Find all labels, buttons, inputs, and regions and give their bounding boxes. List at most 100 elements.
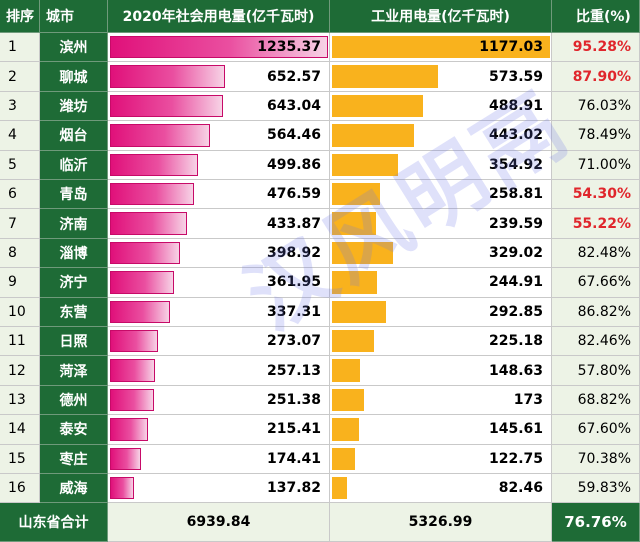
social-power-cell: 476.59 [108, 180, 330, 210]
industrial-power-cell: 354.92 [330, 150, 552, 180]
header-social-power: 2020年社会用电量(亿千瓦时) [108, 0, 330, 33]
industrial-power-bar [332, 153, 398, 176]
social-power-value: 215.41 [266, 421, 321, 438]
social-power-value: 337.31 [266, 303, 321, 320]
city-cell: 济宁 [40, 268, 108, 298]
industrial-power-value: 354.92 [488, 156, 543, 173]
ratio-cell: 71.00% [552, 150, 640, 180]
rank-cell: 13 [0, 385, 40, 416]
rank-cell: 16 [0, 474, 40, 504]
industrial-power-value: 573.59 [488, 68, 543, 85]
industrial-power-cell: 573.59 [330, 62, 552, 92]
city-cell: 烟台 [40, 121, 108, 151]
social-power-cell: 251.38 [108, 385, 330, 416]
industrial-power-bar [332, 388, 365, 412]
ratio-cell: 95.28% [552, 33, 640, 63]
rank-cell: 7 [0, 209, 40, 239]
ratio-cell: 86.82% [552, 297, 640, 327]
social-power-cell: 643.04 [108, 91, 330, 122]
rank-cell: 9 [0, 268, 40, 298]
rank-cell: 14 [0, 415, 40, 445]
industrial-power-value: 145.61 [488, 421, 543, 438]
ratio-cell: 70.38% [552, 444, 640, 474]
social-power-value: 499.86 [266, 156, 321, 173]
social-power-cell: 257.13 [108, 356, 330, 386]
industrial-power-value: 258.81 [488, 186, 543, 203]
header-rank: 排序 [0, 0, 40, 33]
social-power-value: 174.41 [266, 450, 321, 467]
rank-cell: 4 [0, 121, 40, 151]
social-power-cell: 273.07 [108, 327, 330, 357]
industrial-power-bar [332, 418, 359, 441]
social-power-bar [110, 183, 195, 206]
rank-cell: 6 [0, 180, 40, 210]
ratio-cell: 54.30% [552, 180, 640, 210]
social-power-cell: 1235.37 [108, 33, 330, 63]
industrial-power-bar [332, 330, 374, 353]
social-power-bar [110, 153, 199, 176]
total-social-power: 6939.84 [108, 503, 330, 542]
total-label: 山东省合计 [0, 503, 108, 542]
city-cell: 济南 [40, 209, 108, 239]
social-power-cell: 174.41 [108, 444, 330, 474]
social-power-bar [110, 359, 156, 382]
industrial-power-bar [332, 124, 415, 147]
industrial-power-cell: 292.85 [330, 297, 552, 327]
industrial-power-value: 488.91 [488, 97, 543, 114]
city-cell: 聊城 [40, 62, 108, 92]
social-power-cell: 433.87 [108, 209, 330, 239]
social-power-value: 137.82 [266, 480, 321, 497]
industrial-power-bar [332, 300, 387, 323]
city-cell: 东营 [40, 297, 108, 327]
industrial-power-value: 239.59 [488, 215, 543, 232]
industrial-power-bar [332, 65, 439, 88]
city-cell: 青岛 [40, 180, 108, 210]
social-power-cell: 499.86 [108, 150, 330, 180]
rank-cell: 8 [0, 238, 40, 269]
city-cell: 泰安 [40, 415, 108, 445]
industrial-power-value: 292.85 [488, 303, 543, 320]
ratio-cell: 59.83% [552, 474, 640, 504]
header-ratio: 比重(%) [552, 0, 640, 33]
industrial-power-bar [332, 477, 348, 500]
social-power-value: 564.46 [266, 127, 321, 144]
industrial-power-bar [332, 241, 393, 265]
industrial-power-cell: 239.59 [330, 209, 552, 239]
social-power-cell: 337.31 [108, 297, 330, 327]
social-power-bar [110, 388, 155, 412]
social-power-bar [110, 124, 210, 147]
industrial-power-cell: 148.63 [330, 356, 552, 386]
ratio-cell: 67.60% [552, 415, 640, 445]
social-power-value: 652.57 [266, 68, 321, 85]
ratio-cell: 82.48% [552, 238, 640, 269]
industrial-power-cell: 488.91 [330, 91, 552, 122]
industrial-power-bar [332, 183, 380, 206]
industrial-power-cell: 145.61 [330, 415, 552, 445]
ratio-cell: 57.80% [552, 356, 640, 386]
social-power-cell: 215.41 [108, 415, 330, 445]
rank-cell: 11 [0, 327, 40, 357]
social-power-value: 251.38 [266, 391, 321, 408]
social-power-bar [110, 94, 224, 118]
header-industrial-power: 工业用电量(亿千瓦时) [330, 0, 552, 33]
rank-cell: 1 [0, 33, 40, 63]
industrial-power-cell: 173 [330, 385, 552, 416]
total-industrial-power: 5326.99 [330, 503, 552, 542]
industrial-power-cell: 1177.03 [330, 33, 552, 63]
industrial-power-value: 225.18 [488, 333, 543, 350]
city-cell: 菏泽 [40, 356, 108, 386]
social-power-cell: 137.82 [108, 474, 330, 504]
social-power-value: 476.59 [266, 186, 321, 203]
industrial-power-cell: 122.75 [330, 444, 552, 474]
industrial-power-value: 148.63 [488, 362, 543, 379]
ratio-cell: 87.90% [552, 62, 640, 92]
industrial-power-value: 122.75 [488, 450, 543, 467]
industrial-power-cell: 244.91 [330, 268, 552, 298]
rank-cell: 3 [0, 91, 40, 122]
industrial-power-bar [332, 212, 377, 235]
industrial-power-bar [332, 94, 423, 118]
rank-cell: 12 [0, 356, 40, 386]
ratio-cell: 76.03% [552, 91, 640, 122]
industrial-power-bar [332, 359, 360, 382]
